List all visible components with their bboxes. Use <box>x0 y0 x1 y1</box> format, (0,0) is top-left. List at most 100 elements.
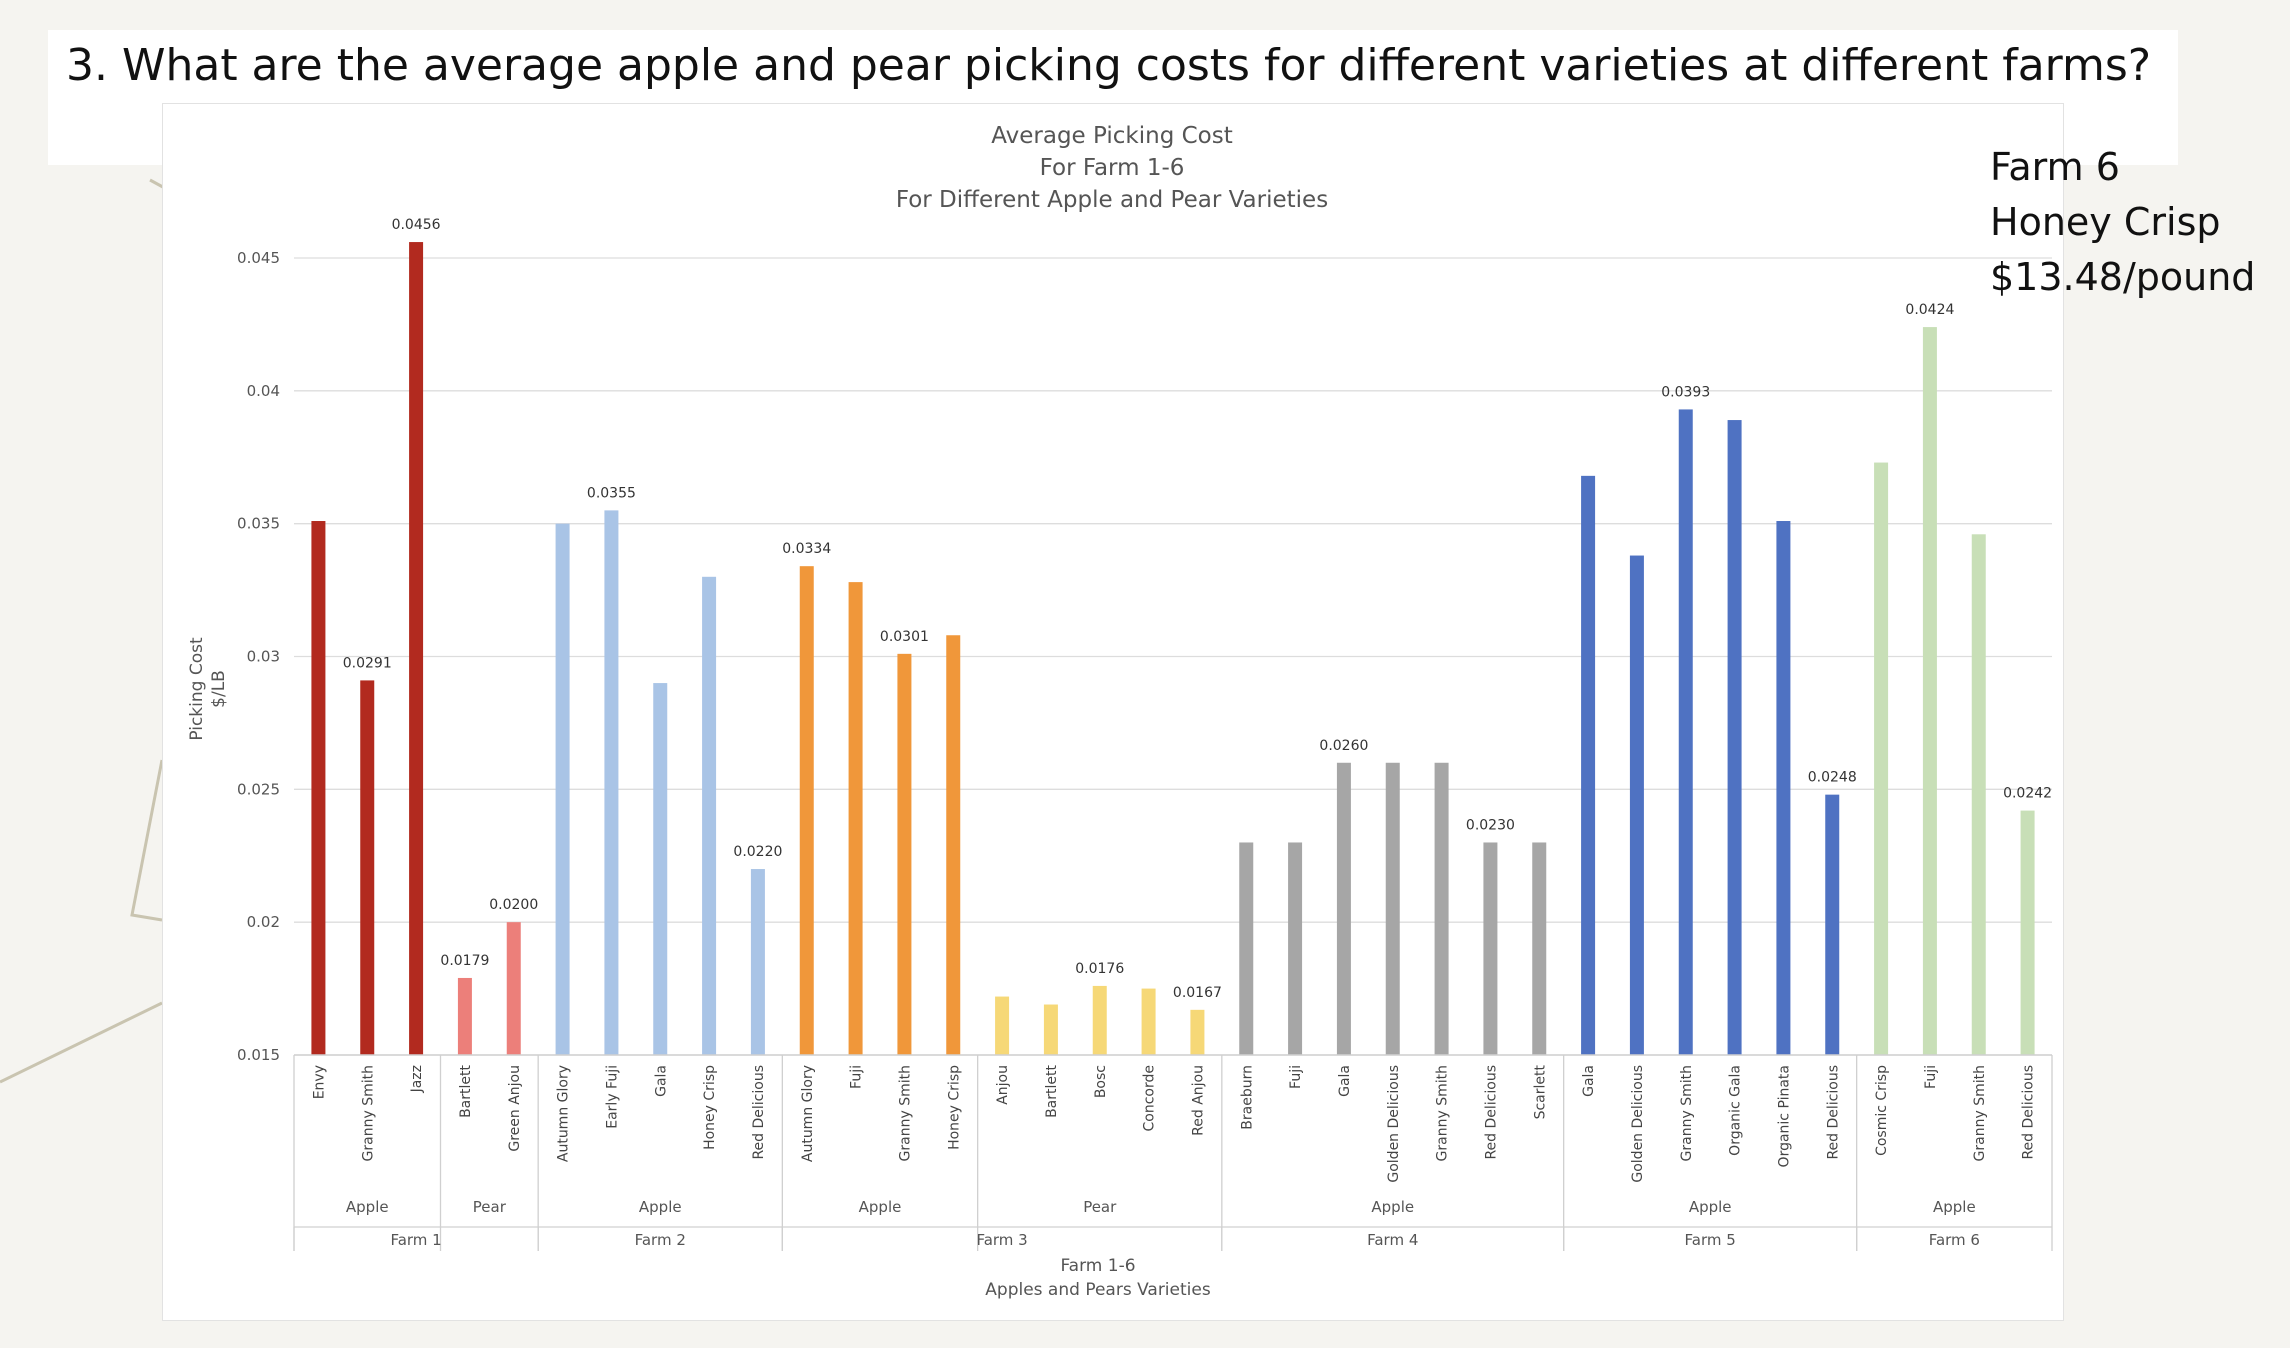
data-label: 0.0456 <box>392 217 441 233</box>
x-tick-label: Granny Smith <box>1972 1065 1988 1161</box>
x-tick-label: Golden Delicious <box>1630 1065 1646 1183</box>
bar <box>1483 842 1498 1055</box>
y-tick-label: 0.045 <box>237 249 280 267</box>
data-label: 0.0179 <box>440 953 489 969</box>
bar <box>1629 555 1644 1055</box>
decor-line-bottom <box>0 1001 163 1084</box>
chart-title-line: For Different Apple and Pear Varieties <box>896 187 1328 213</box>
bar <box>1288 842 1303 1055</box>
farm-group-label: Farm 5 <box>1685 1231 1736 1249</box>
x-tick-label: Red Delicious <box>1825 1065 1841 1160</box>
bar <box>1141 988 1156 1055</box>
farm-group-label: Farm 4 <box>1367 1231 1418 1249</box>
fruit-group-label: Apple <box>1933 1198 1976 1216</box>
x-tick-label: Red Delicious <box>751 1065 767 1160</box>
x-tick-label: Envy <box>311 1065 327 1099</box>
data-label: 0.0291 <box>343 655 392 671</box>
data-label: 0.0242 <box>2003 786 2052 802</box>
fruit-group-label: Apple <box>1689 1198 1732 1216</box>
bar <box>1532 842 1547 1055</box>
bar <box>1727 420 1742 1056</box>
data-label: 0.0334 <box>782 541 831 557</box>
bar <box>1874 462 1889 1055</box>
x-tick-label: Organic Pinata <box>1776 1065 1792 1167</box>
bar <box>2020 810 2035 1055</box>
x-tick-label: Honey Crisp <box>702 1065 718 1150</box>
bar <box>1922 327 1937 1055</box>
bar <box>360 680 375 1055</box>
bar <box>1678 409 1693 1055</box>
bar <box>1092 985 1107 1055</box>
x-tick-label: Braeburn <box>1239 1065 1255 1130</box>
x-tick-label: Granny Smith <box>897 1065 913 1161</box>
farm-group-label: Farm 2 <box>635 1231 686 1249</box>
chart-title-line: Average Picking Cost <box>991 123 1233 149</box>
fruit-group-label: Apple <box>639 1198 682 1216</box>
bar <box>409 242 424 1055</box>
fruit-group-label: Apple <box>346 1198 389 1216</box>
bar <box>946 635 961 1055</box>
fruit-group-label: Apple <box>859 1198 902 1216</box>
data-label: 0.0424 <box>1905 302 1954 318</box>
callout-variety: Honey Crisp <box>1990 200 2221 244</box>
bar <box>1043 1004 1058 1055</box>
bar-chart: Average Picking Cost For Farm 1-6 For Diff… <box>187 123 2053 1300</box>
x-tick-label: Jazz <box>409 1065 425 1093</box>
y-tick-label: 0.03 <box>247 648 280 666</box>
y-tick-label: 0.02 <box>247 913 280 931</box>
data-label: 0.0355 <box>587 485 636 501</box>
bar <box>1825 794 1840 1055</box>
bar <box>1971 534 1986 1055</box>
y-tick-label: 0.04 <box>247 382 280 400</box>
bar <box>311 521 326 1055</box>
data-label: 0.0220 <box>733 844 782 860</box>
farm-group-label: Farm 6 <box>1929 1231 1980 1249</box>
x-tick-label: Fuji <box>1923 1065 1939 1089</box>
x-tick-label: Bartlett <box>1044 1065 1060 1118</box>
x-tick-label: Green Anjou <box>507 1065 523 1152</box>
y-axis-label-line: $/LB <box>209 670 229 708</box>
x-tick-label: Red Delicious <box>1483 1065 1499 1160</box>
data-label: 0.0176 <box>1075 961 1124 977</box>
y-tick-label: 0.035 <box>237 515 280 533</box>
data-label: 0.0248 <box>1808 770 1857 786</box>
data-label: 0.0260 <box>1319 738 1368 754</box>
bar <box>1385 762 1400 1055</box>
bar <box>702 576 717 1055</box>
fruit-group-label: Apple <box>1371 1198 1414 1216</box>
x-tick-label: Concorde <box>1142 1065 1158 1132</box>
x-tick-label: Gala <box>1581 1065 1597 1097</box>
data-label: 0.0230 <box>1466 817 1515 833</box>
x-tick-label: Bosc <box>1093 1065 1109 1098</box>
x-axis-label-line: Apples and Pears Varieties <box>985 1280 1211 1300</box>
bar <box>653 683 668 1055</box>
x-tick-label: Granny Smith <box>360 1065 376 1161</box>
farm-group-label: Farm 3 <box>976 1231 1027 1249</box>
x-tick-label: Gala <box>1337 1065 1353 1097</box>
bar <box>799 566 814 1055</box>
decor-line-left <box>130 759 164 922</box>
x-tick-label: Fuji <box>849 1065 865 1089</box>
bar <box>457 977 472 1055</box>
bar <box>1190 1009 1205 1055</box>
data-label: 0.0301 <box>880 629 929 645</box>
bar <box>750 869 765 1055</box>
x-tick-label: Autumn Glory <box>556 1065 572 1162</box>
bar <box>1336 762 1351 1055</box>
x-tick-label: Early Fuji <box>604 1065 620 1129</box>
x-tick-label: Autumn Glory <box>800 1065 816 1162</box>
x-tick-label: Organic Gala <box>1728 1065 1744 1156</box>
fruit-group-label: Pear <box>473 1198 507 1216</box>
bar <box>1239 842 1254 1055</box>
bar <box>1776 521 1791 1055</box>
fruit-group-label: Pear <box>1083 1198 1117 1216</box>
data-label: 0.0393 <box>1661 384 1710 400</box>
bar <box>1434 762 1449 1055</box>
x-tick-label: Gala <box>653 1065 669 1097</box>
chart-card <box>162 103 2064 1321</box>
x-tick-label: Granny Smith <box>1435 1065 1451 1161</box>
bar <box>604 510 619 1056</box>
bar <box>995 996 1010 1055</box>
x-tick-label: Bartlett <box>458 1065 474 1118</box>
y-axis-label-line: Picking Cost <box>187 637 207 741</box>
